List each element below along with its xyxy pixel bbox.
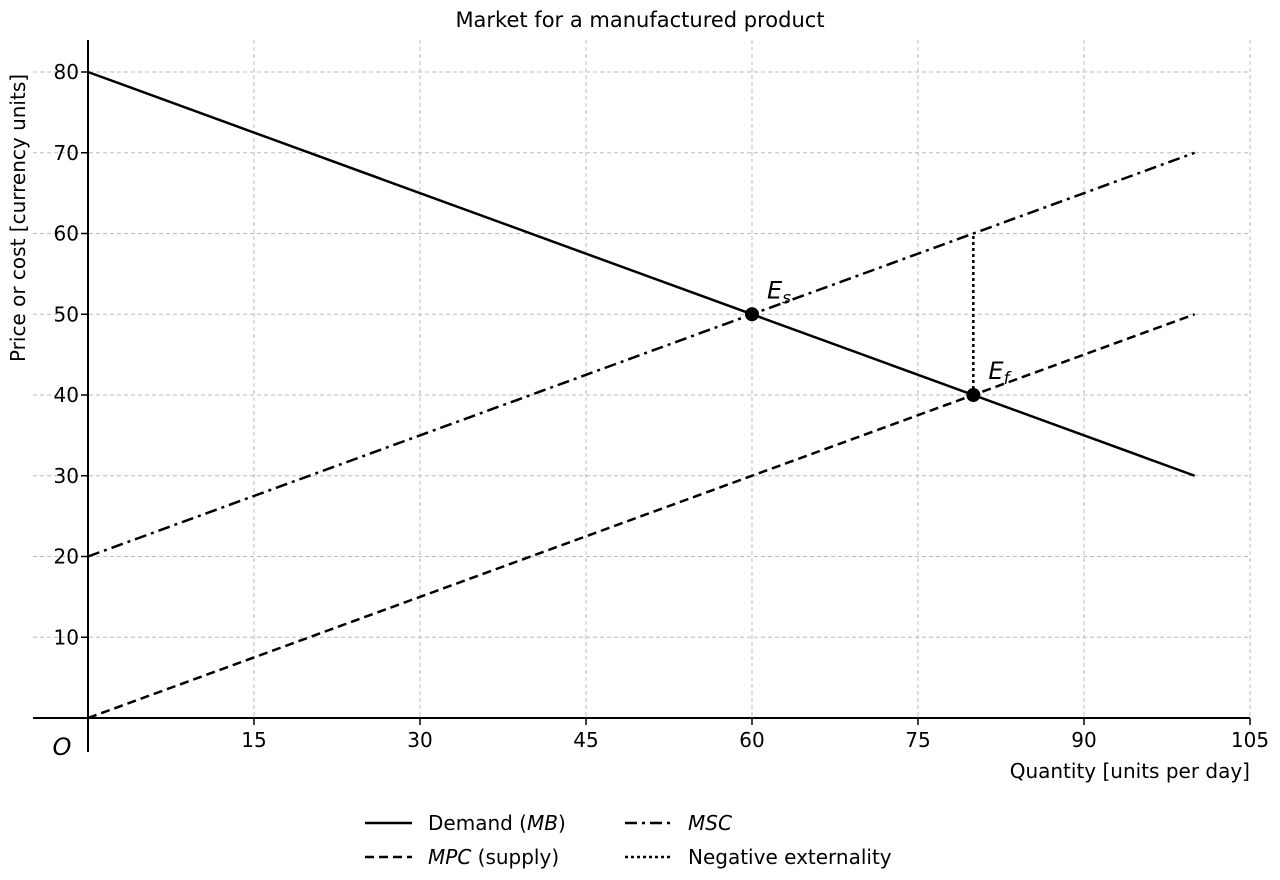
y-tick-label: 60 — [54, 222, 79, 246]
legend-label-msc: MSC — [688, 811, 732, 835]
series-line-mpc — [87, 313, 1196, 720]
x-axis-label: Quantity [units per day] — [1010, 759, 1250, 783]
chart-title: Market for a manufactured product — [455, 8, 824, 32]
equilibrium-label-f: Ef — [988, 357, 1012, 389]
x-tick-label: 75 — [905, 728, 930, 752]
x-tick-label: 60 — [739, 728, 764, 752]
x-tick-label: 30 — [407, 728, 432, 752]
series-line-demand — [87, 70, 1196, 477]
legend-label-externality: Negative externality — [688, 845, 892, 869]
legend-label-mpc: MPC (supply) — [428, 845, 559, 869]
y-tick-label: 30 — [54, 464, 79, 488]
y-tick-label: 80 — [54, 60, 79, 84]
equilibrium-label-s: Es — [767, 276, 791, 308]
series-line-msc — [87, 151, 1196, 558]
y-tick-label: 20 — [54, 545, 79, 569]
x-tick-label: 15 — [241, 728, 266, 752]
equilibrium-point-f — [966, 388, 981, 402]
y-tick-label: 50 — [54, 302, 79, 326]
y-tick-label: 70 — [54, 141, 79, 165]
y-tick-label: 40 — [54, 383, 79, 407]
y-tick-label: 10 — [54, 625, 79, 649]
x-tick-label: 45 — [573, 728, 598, 752]
x-tick-label: 105 — [1231, 728, 1269, 752]
origin-label: O — [53, 733, 72, 761]
legend-label-demand: Demand (MB) — [428, 811, 566, 835]
y-axis-label: Price or cost [currency units] — [6, 74, 30, 362]
equilibrium-point-s — [745, 307, 759, 322]
x-tick-label: 90 — [1071, 728, 1096, 752]
